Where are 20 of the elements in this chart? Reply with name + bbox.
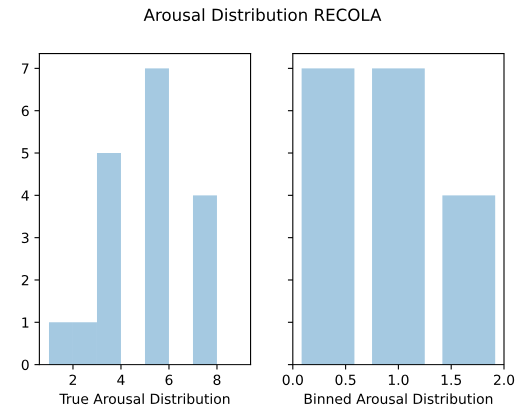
chart-title: Arousal Distribution RECOLA	[144, 8, 382, 22]
y-tick-label: 2	[22, 274, 28, 286]
y-tick-label: 6	[22, 106, 29, 116]
y-tick-label: 0	[22, 360, 29, 370]
y-tick-label: 5	[22, 148, 28, 158]
x-tick-label: 0.0	[282, 374, 303, 386]
y-tick-label: 4	[21, 190, 29, 201]
x-tick-label: 1.5	[442, 374, 462, 386]
x-tick-label: 4	[117, 374, 125, 385]
x-tick-label: 8	[213, 374, 220, 386]
x-tick-label: 2	[70, 374, 76, 385]
x-axis-title: True Arousal Distribution	[59, 393, 230, 404]
x-axis-title: Binned Arousal Distribution	[304, 393, 492, 404]
y-tick-label: 1	[22, 317, 28, 328]
y-tick-label: 7	[22, 64, 28, 74]
y-tick-label: 3	[22, 232, 29, 244]
x-tick-label: 2.0	[494, 374, 514, 386]
x-tick-label: 1.0	[388, 374, 409, 386]
x-tick-label: 6	[166, 374, 173, 386]
x-tick-label: 0.5	[335, 374, 356, 386]
